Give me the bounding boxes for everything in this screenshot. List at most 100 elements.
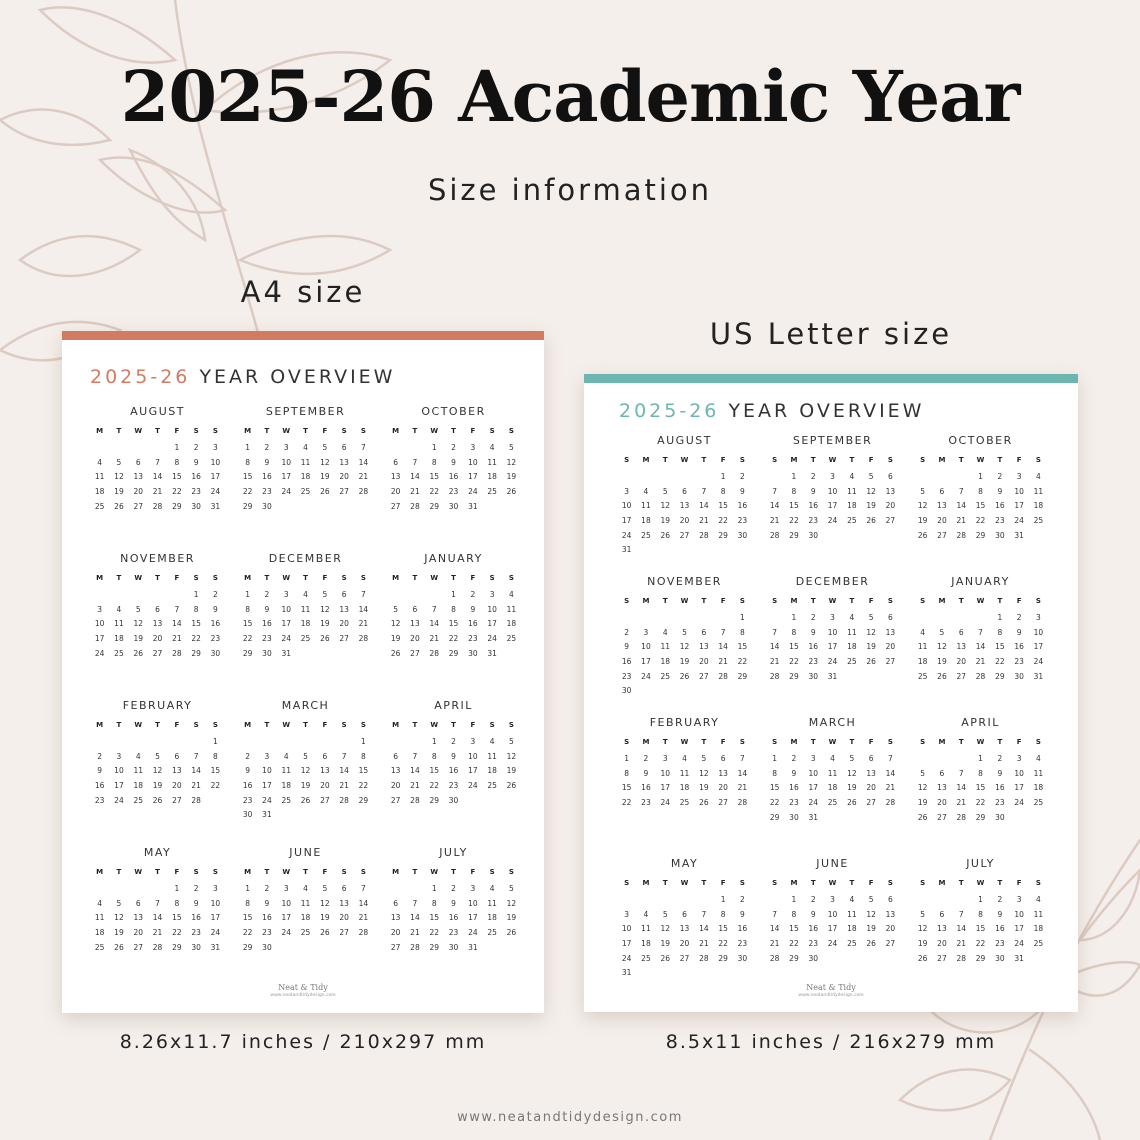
month-name: OCTOBER: [421, 405, 486, 418]
month-days-grid: S M T W T F S 1 2 3 4 5 6 7 8 9 10 11 12 13 14 15 16 17 18 19 20 21…: [617, 595, 752, 699]
day-cell: 18: [300, 619, 311, 629]
day-cell: 4: [643, 909, 649, 919]
month-march: MARCH S M T W T F S 1 2 3 4 5 6 7 8 9 10 11 12 13 14 15 16 17 18 1…: [765, 716, 900, 825]
day-cell: 24: [827, 657, 838, 667]
weekday-header: F: [322, 427, 328, 435]
day-cell: 13: [885, 627, 896, 637]
weekday-header: S: [193, 721, 199, 729]
day-cell: 23: [94, 795, 105, 805]
day-cell: 31: [1014, 953, 1024, 963]
day-cell: 11: [660, 642, 671, 652]
weekday-header: S: [489, 868, 495, 876]
empty-day: [167, 735, 186, 750]
month-september: SEPTEMBER M T W T F S S 1 2 3 4 5 6 7 8 9 10 11 12 13 14 15 16 1…: [238, 405, 373, 514]
day-cell: 19: [660, 516, 671, 526]
day-cell: 6: [868, 754, 874, 763]
month-august: AUGUST M T W T F S S 1 2 3 4 5 6 7 8 9 10 11 12 13 14 15 16 17 18…: [90, 405, 225, 514]
day-cell: 22: [429, 487, 440, 497]
day-cell: 14: [769, 501, 780, 511]
weekday-header: W: [134, 721, 143, 729]
weekday-header: T: [155, 868, 160, 876]
month-name: JANUARY: [424, 552, 483, 565]
empty-day: [109, 588, 128, 603]
day-cell: 3: [213, 443, 218, 452]
day-cell: 3: [810, 754, 816, 763]
day-cell: 11: [827, 768, 838, 778]
day-cell: 10: [1014, 909, 1024, 919]
day-cell: 2: [213, 590, 218, 599]
empty-day: [932, 611, 951, 626]
day-cell: 18: [114, 634, 124, 644]
day-cell: 19: [133, 634, 144, 644]
day-cell: 3: [283, 590, 289, 599]
weekday-header: S: [212, 721, 218, 729]
day-cell: 20: [679, 939, 690, 949]
day-cell: 21: [885, 783, 896, 793]
weekday-header: W: [828, 879, 837, 887]
day-cell: 13: [679, 924, 690, 934]
day-cell: 11: [641, 501, 651, 511]
weekday-header: T: [303, 427, 308, 435]
day-cell: 20: [133, 928, 144, 938]
day-cell: 8: [431, 751, 437, 761]
day-cell: 17: [641, 657, 651, 667]
empty-day: [148, 441, 167, 456]
day-cell: 19: [937, 657, 947, 667]
day-cell: 1: [791, 613, 797, 622]
day-cell: 7: [341, 751, 347, 761]
day-cell: 9: [997, 768, 1003, 778]
day-cell: 10: [827, 627, 838, 637]
day-cell: 25: [1033, 516, 1044, 526]
day-cell: 14: [956, 924, 967, 934]
day-cell: 5: [509, 884, 514, 893]
day-cell: 6: [939, 486, 945, 496]
weekday-header: M: [790, 879, 798, 887]
day-cell: 19: [506, 472, 517, 482]
weekday-header: T: [849, 597, 855, 605]
day-cell: 31: [808, 812, 819, 822]
day-cell: 15: [718, 924, 728, 934]
weekday-header: S: [772, 738, 778, 746]
day-cell: 29: [975, 953, 986, 963]
day-cell: 15: [210, 766, 221, 776]
day-cell: 12: [917, 501, 928, 511]
month-name: OCTOBER: [948, 434, 1013, 447]
day-cell: 5: [393, 604, 399, 614]
day-cell: 14: [956, 783, 967, 793]
day-cell: 18: [827, 783, 838, 793]
day-cell: 30: [262, 942, 272, 952]
weekday-header: F: [174, 427, 180, 435]
weekday-header: S: [341, 868, 347, 876]
day-cell: 10: [641, 642, 651, 652]
day-cell: 23: [262, 487, 272, 497]
day-cell: 16: [262, 913, 272, 923]
weekday-header: W: [134, 868, 143, 876]
day-cell: 23: [995, 798, 1005, 808]
day-cell: 26: [917, 953, 928, 963]
empty-day: [952, 893, 971, 908]
day-cell: 25: [94, 942, 105, 952]
day-cell: 25: [1033, 798, 1044, 808]
month-august: AUGUST S M T W T F S 1 2 3 4 5 6 7 8 9 10 11 12 13 14 15 16 17 18…: [617, 434, 752, 558]
weekday-header: S: [1035, 597, 1041, 605]
day-cell: 30: [995, 953, 1005, 963]
day-cell: 16: [1014, 642, 1024, 652]
weekday-header: T: [451, 427, 456, 435]
weekday-header: W: [680, 456, 689, 464]
day-cell: 12: [152, 766, 163, 776]
day-cell: 24: [1014, 798, 1024, 808]
us-accent-bar: [584, 374, 1078, 383]
day-cell: 25: [300, 928, 311, 938]
day-cell: 16: [737, 501, 748, 511]
weekday-header: T: [155, 721, 160, 729]
day-cell: 26: [679, 671, 690, 681]
day-cell: 25: [487, 781, 497, 791]
day-cell: 18: [847, 924, 857, 934]
us-brand-name: Neat & Tidy: [806, 983, 856, 992]
day-cell: 11: [847, 486, 857, 496]
weekday-header: T: [264, 574, 270, 582]
day-cell: 13: [133, 472, 144, 482]
month-november: NOVEMBER M T W T F S S 1 2 3 4 5 6 7 8 9 10 11 12 13 14 15 16 17…: [90, 552, 225, 661]
month-days-grid: M T W T F S S 1 2 3 4 5 6 7 8 9 10 11 12 13 14 15 16 17 18 19 20 21…: [90, 425, 225, 514]
month-days-grid: M T W T F S S 1 2 3 4 5 6 7 8 9 10 11 12 13 14 15 16 17 18 19 20 21…: [238, 866, 373, 955]
